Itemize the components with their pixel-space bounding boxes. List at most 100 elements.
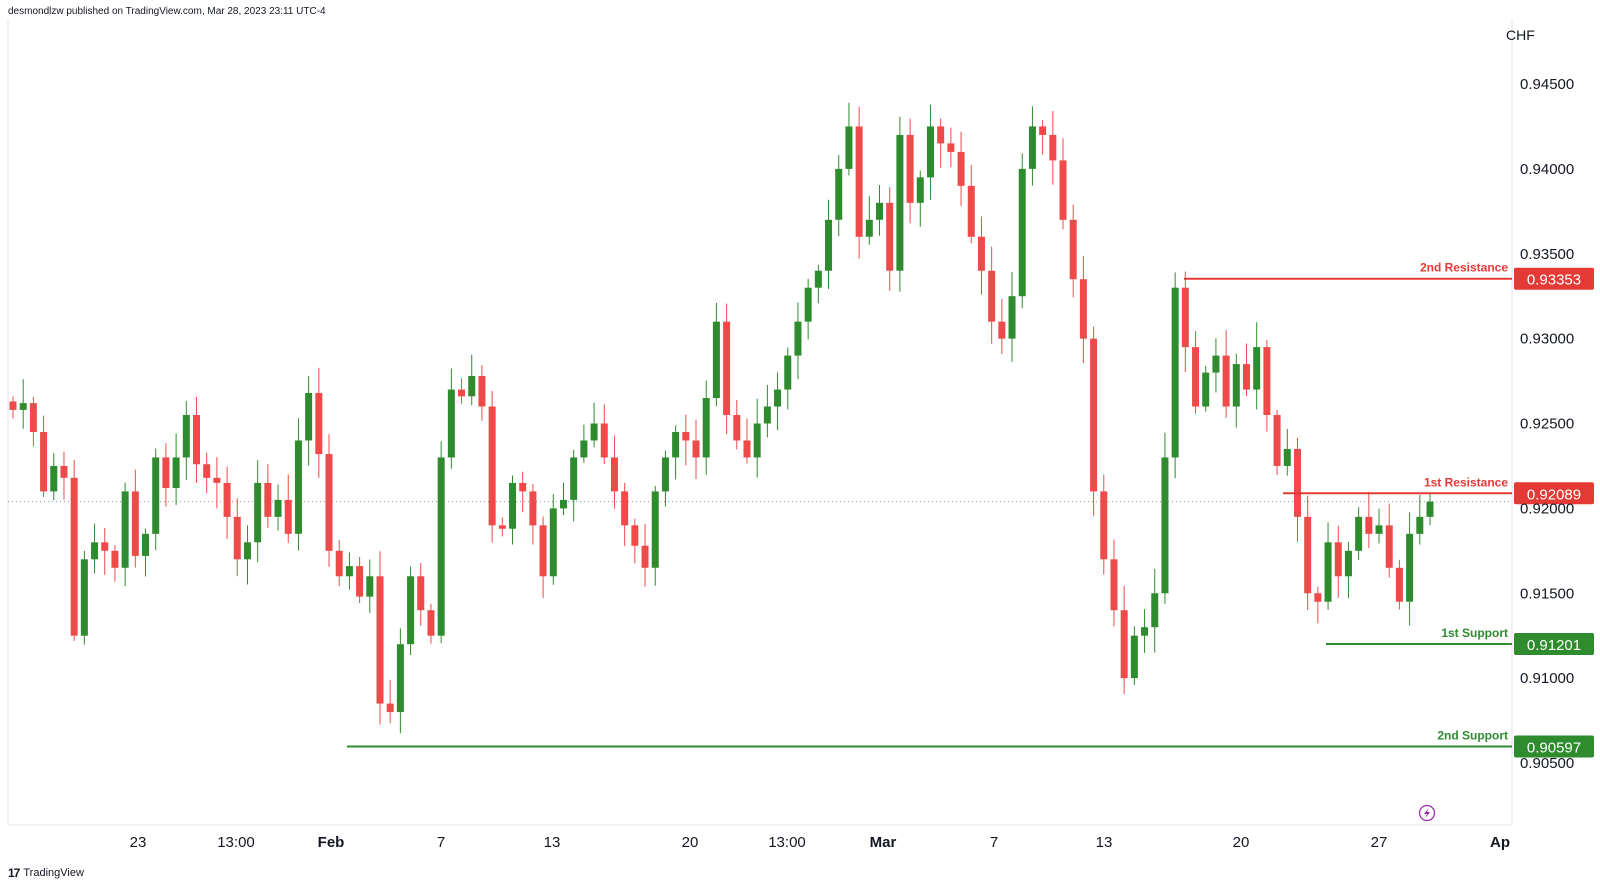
x-tick-label: Ap xyxy=(1490,834,1510,851)
candle-body xyxy=(356,566,364,597)
lightning-icon[interactable] xyxy=(1418,804,1436,822)
y-tick-label: 0.90500 xyxy=(1520,755,1574,772)
candle-body xyxy=(1222,355,1230,407)
candle-body xyxy=(366,576,374,597)
published-note: desmondlzw published on TradingView.com,… xyxy=(8,6,326,17)
candle-body xyxy=(274,499,282,517)
candle-body xyxy=(702,398,710,458)
tradingview-brand[interactable]: 17 TradingView xyxy=(8,866,84,880)
candle-body xyxy=(213,477,221,483)
candle-body xyxy=(529,491,537,526)
level-price-label: 0.92089 xyxy=(1527,486,1581,503)
candle-body xyxy=(70,477,78,636)
candle-body xyxy=(753,423,761,458)
candle-body xyxy=(305,392,313,441)
candle-body xyxy=(396,644,404,713)
candle-body xyxy=(1100,491,1108,560)
candle-body xyxy=(886,202,894,271)
candle-body xyxy=(264,482,272,517)
candle-body xyxy=(774,389,782,407)
candle-body xyxy=(40,431,48,492)
candle-body xyxy=(1426,501,1434,517)
candle-body xyxy=(101,542,109,551)
y-tick-label: 0.91000 xyxy=(1520,670,1574,687)
candle-body xyxy=(1039,126,1047,135)
candle-body xyxy=(407,576,415,645)
candle-body xyxy=(437,457,445,636)
candle-body xyxy=(937,126,945,144)
candle-body xyxy=(1355,516,1363,551)
candle-body xyxy=(845,126,853,169)
candle-body xyxy=(509,482,517,529)
candle-body xyxy=(580,440,588,458)
candle-body xyxy=(1151,593,1159,628)
candle-body xyxy=(916,177,924,203)
candle-body xyxy=(661,457,669,492)
candle-body xyxy=(223,482,231,517)
candle-body xyxy=(876,202,884,220)
candles xyxy=(9,102,1434,734)
time-axis: 23 13:00 Feb 7 13 20 13:00 Mar 7 13 20 27 Ap xyxy=(130,834,1510,851)
candle-body xyxy=(977,236,985,271)
candle-body xyxy=(243,542,251,560)
candle-body xyxy=(1334,542,1342,577)
x-tick-label: 23 xyxy=(130,834,147,851)
level-price-tag xyxy=(1514,735,1594,758)
candle-body xyxy=(957,151,965,186)
candle-body xyxy=(590,423,598,441)
candle-body xyxy=(559,499,567,509)
brand-name: TradingView xyxy=(23,867,84,879)
candle-body xyxy=(80,559,88,636)
candle-body xyxy=(1304,516,1312,594)
candle-body xyxy=(458,389,466,397)
candle-body xyxy=(1130,635,1138,679)
candle-body xyxy=(488,406,496,526)
candle-body xyxy=(825,219,833,271)
candle-body xyxy=(1344,550,1352,577)
candle-body xyxy=(142,533,150,556)
candle-body xyxy=(182,415,190,458)
candle-body xyxy=(1110,559,1118,611)
candle-body xyxy=(1212,355,1220,373)
candle-body xyxy=(1324,542,1332,602)
candle-body xyxy=(631,525,639,546)
candle-body xyxy=(1171,287,1179,458)
candle-body xyxy=(733,415,741,441)
level-price-label: 0.91201 xyxy=(1527,637,1581,654)
candle-body xyxy=(651,491,659,568)
candle-body xyxy=(1161,457,1169,594)
candle-body xyxy=(1090,338,1098,492)
candle-body xyxy=(570,457,578,500)
y-tick-label: 0.94000 xyxy=(1520,161,1574,178)
candle-body xyxy=(1416,516,1424,534)
candle-body xyxy=(427,610,435,636)
candle-body xyxy=(784,355,792,390)
candle-body xyxy=(682,431,690,441)
candle-body xyxy=(539,525,547,577)
price-axis: 0.94500 0.94000 0.93500 0.93000 0.92500 0.920… xyxy=(1520,76,1574,772)
candle-body xyxy=(152,457,160,534)
candle-body xyxy=(386,703,394,713)
candle-body xyxy=(1049,134,1057,161)
candle-body xyxy=(947,143,955,152)
candle-body xyxy=(1283,448,1291,466)
candle-body xyxy=(549,508,557,577)
candle-body xyxy=(162,457,170,489)
currency-label: CHF xyxy=(1506,27,1535,43)
candle-body xyxy=(1018,168,1026,297)
x-tick-label: 13 xyxy=(1096,834,1113,851)
candle-body xyxy=(1232,364,1240,407)
level-name: 2nd Resistance xyxy=(1420,261,1508,275)
candle-body xyxy=(519,482,527,492)
candle-body xyxy=(325,454,333,551)
candle-body xyxy=(294,440,302,534)
candle-body xyxy=(417,576,425,611)
candle-body xyxy=(621,491,629,526)
candle-body xyxy=(967,185,975,237)
candle-body xyxy=(1181,287,1189,348)
level-name: 1st Support xyxy=(1441,626,1508,640)
candle-body xyxy=(1365,516,1373,534)
candle-body xyxy=(712,321,720,399)
y-tick-label: 0.94500 xyxy=(1520,76,1574,93)
